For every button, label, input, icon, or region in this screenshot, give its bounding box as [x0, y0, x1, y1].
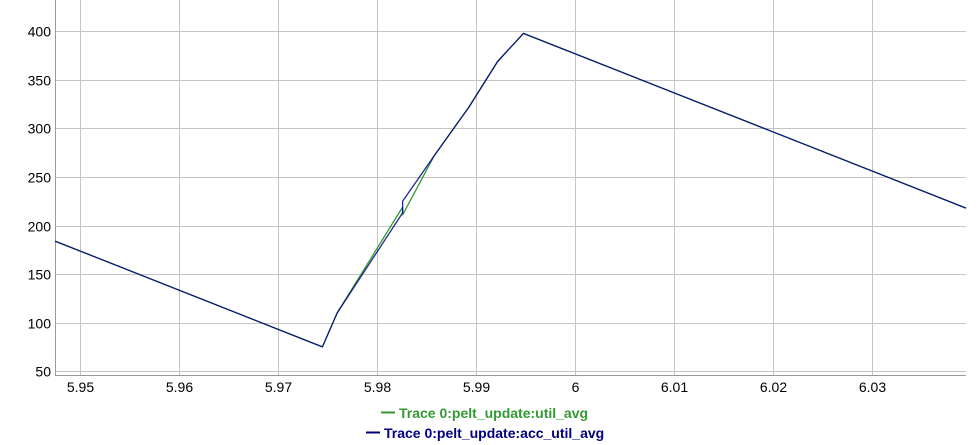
x-tick-label: 6.03	[859, 379, 886, 395]
y-tick-label: 50	[35, 364, 51, 380]
x-tick-label: 5.98	[364, 379, 391, 395]
y-axis-tick-labels: 50 100 150 200 250 300 350 400	[28, 24, 52, 380]
x-tick-label: 5.97	[265, 379, 292, 395]
y-tick-label: 200	[28, 219, 52, 235]
y-tick-label: 350	[28, 73, 52, 89]
x-tick-label: 5.95	[67, 379, 94, 395]
y-tick-label: 150	[28, 267, 52, 283]
plot-frame	[55, 0, 966, 376]
y-tick-label: 300	[28, 121, 52, 137]
y-tick-label: 400	[28, 24, 52, 40]
x-tick-label: 5.99	[463, 379, 490, 395]
y-tick-label: 250	[28, 170, 52, 186]
y-tick-label: 100	[28, 316, 52, 332]
legend: Trace 0:pelt_update:util_avg Trace 0:pelt…	[366, 405, 604, 441]
x-tick-label: 6.01	[661, 379, 688, 395]
grid-lines	[55, 0, 966, 375]
x-tick-label: 5.96	[166, 379, 193, 395]
series-lines	[54, 32, 967, 348]
legend-label: Trace 0:pelt_update:acc_util_avg	[384, 425, 604, 441]
x-tick-label: 6.02	[760, 379, 787, 395]
series-line-2	[54, 32, 967, 348]
x-tick-label: 6	[572, 379, 580, 395]
x-axis-tick-labels: 5.95 5.96 5.97 5.98 5.99 6 6.01 6.02 6.03	[67, 379, 886, 395]
legend-label: Trace 0:pelt_update:util_avg	[399, 405, 588, 421]
